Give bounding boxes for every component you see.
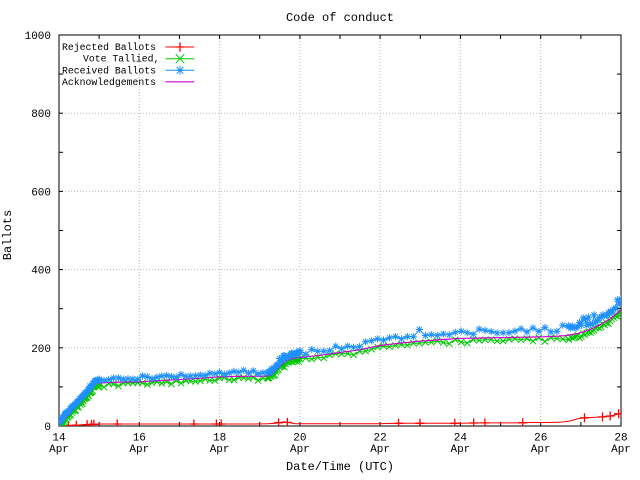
svg-text:Apr: Apr [611,444,631,456]
svg-text:Apr: Apr [290,444,310,456]
svg-text:26: 26 [534,433,547,445]
svg-text:400: 400 [31,266,51,278]
svg-text:20: 20 [293,433,306,445]
svg-text:800: 800 [31,109,51,121]
svg-text:22: 22 [373,433,386,445]
svg-text:Apr: Apr [129,444,149,456]
svg-text:Acknowledgements: Acknowledgements [62,77,156,88]
svg-text:Code of conduct: Code of conduct [286,11,394,25]
svg-text:Apr: Apr [210,444,230,456]
svg-text:Apr: Apr [370,444,390,456]
svg-text:Date/Time (UTC): Date/Time (UTC) [286,460,394,474]
svg-text:28: 28 [614,433,627,445]
svg-text:14: 14 [52,433,66,445]
svg-text:Apr: Apr [531,444,551,456]
svg-text:Received Ballots: Received Ballots [62,65,156,76]
svg-text:24: 24 [454,433,468,445]
svg-text:600: 600 [31,187,51,199]
svg-text:Vote Tallied,: Vote Tallied, [83,54,159,65]
svg-text:Rejected Ballots: Rejected Ballots [62,42,156,53]
svg-text:1000: 1000 [25,31,51,43]
svg-text:0: 0 [44,422,51,434]
svg-text:16: 16 [133,433,146,445]
svg-text:Ballots: Ballots [1,210,15,260]
svg-text:200: 200 [31,344,51,356]
svg-text:Apr: Apr [49,444,69,456]
svg-text:18: 18 [213,433,226,445]
svg-text:Apr: Apr [450,444,470,456]
